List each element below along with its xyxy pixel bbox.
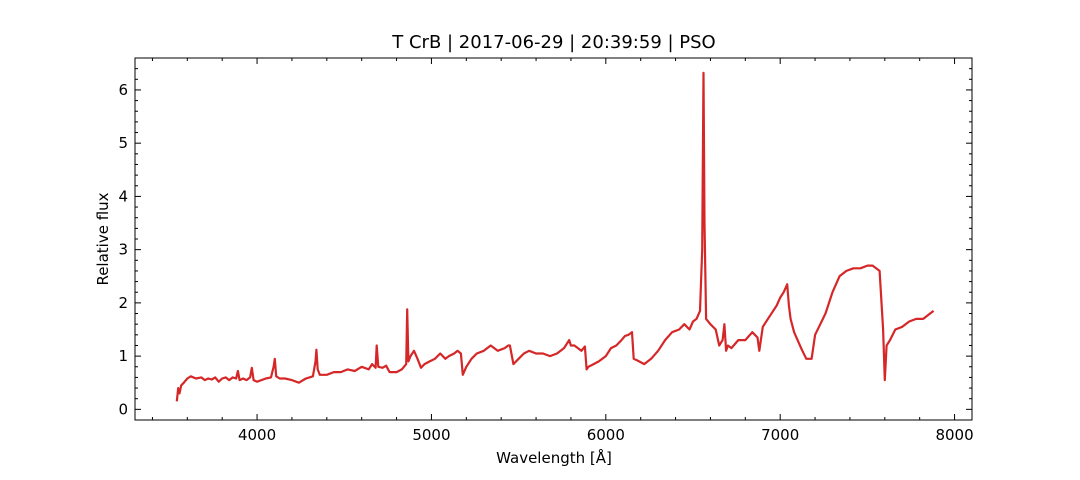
y-tick-label: 1: [118, 347, 128, 365]
x-axis-label: Wavelength [Å]: [496, 448, 612, 467]
x-tick-label: 8000: [935, 426, 973, 444]
y-axis: 0 1 2 3 4 5 6: [118, 68, 972, 418]
y-tick-label: 4: [118, 187, 128, 205]
y-tick-label: 2: [118, 294, 128, 312]
chart-title: T CrB | 2017-06-29 | 20:39:59 | PSO: [391, 32, 715, 53]
plot-area: [175, 71, 935, 402]
axes-frame: [134, 57, 973, 421]
x-tick-label: 4000: [238, 426, 276, 444]
spectrum-line-0: [175, 71, 935, 402]
y-tick-label: 6: [118, 81, 128, 99]
x-axis: 4000 5000 6000 7000 8000: [151, 58, 974, 444]
y-axis-label: Relative flux: [94, 192, 112, 285]
y-tick-label: 0: [118, 400, 128, 418]
x-tick-label: 5000: [412, 426, 450, 444]
y-tick-label: 3: [118, 241, 128, 259]
x-tick-label: 7000: [761, 426, 799, 444]
x-tick-label: 6000: [587, 426, 625, 444]
y-tick-label: 5: [118, 134, 128, 152]
